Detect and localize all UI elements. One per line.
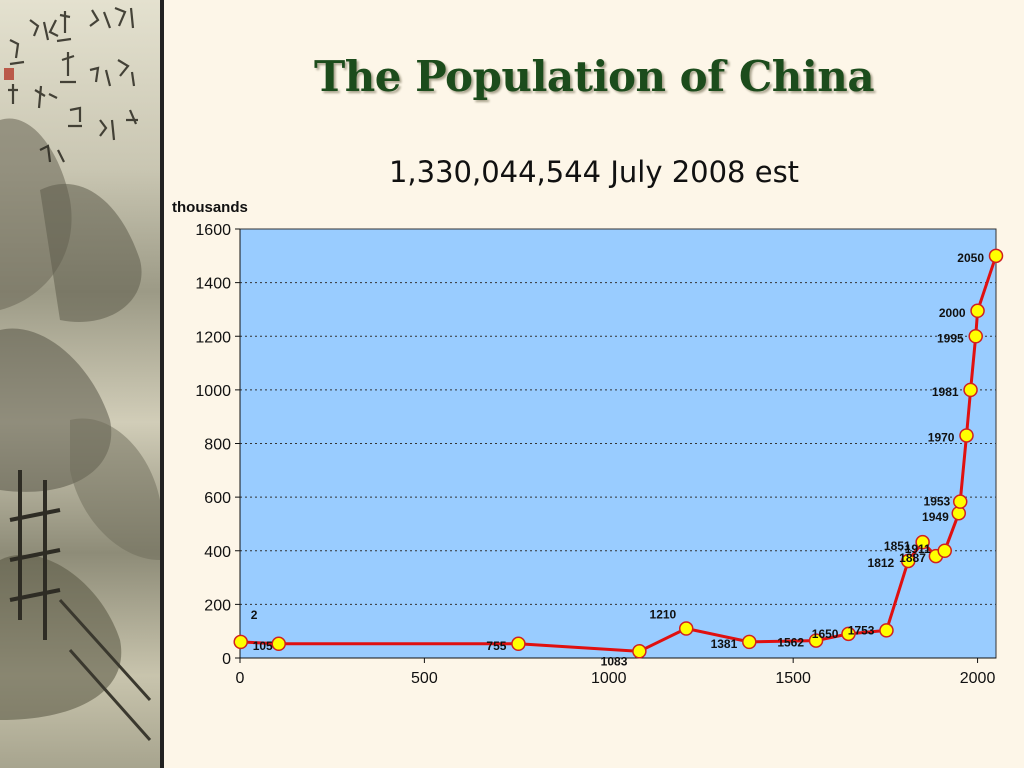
- data-point: [511, 636, 526, 652]
- data-point: [841, 626, 856, 642]
- data-label: 1851: [884, 539, 911, 553]
- data-label: 2000: [939, 306, 966, 320]
- data-label: 2: [251, 608, 258, 622]
- y-tick-label: 1200: [195, 329, 231, 346]
- painting-divider-line: [160, 0, 164, 768]
- decorative-landscape-painting: [0, 0, 160, 768]
- y-tick-label: 200: [204, 597, 231, 614]
- population-line-chart: thousands 0 200 400 600 800 1000 1200 1400 1600 0…: [172, 199, 1004, 687]
- data-label: 1911: [905, 542, 931, 556]
- y-tick-label: 600: [204, 490, 231, 507]
- data-label: 2050: [957, 251, 984, 265]
- x-tick-label: 1000: [591, 670, 627, 687]
- data-label: 105: [253, 639, 273, 653]
- data-label: 1812: [868, 556, 895, 570]
- y-tick-label: 400: [204, 544, 231, 561]
- data-label: 1210: [650, 608, 677, 622]
- data-label: 755: [486, 639, 506, 653]
- data-point: [632, 644, 647, 659]
- data-label: 1650: [812, 627, 839, 641]
- data-point: [963, 382, 978, 398]
- data-label: 1753: [848, 623, 875, 637]
- data-point: [968, 329, 983, 344]
- data-label: 1953: [924, 495, 951, 509]
- data-label: 1562: [777, 636, 804, 650]
- data-point: [879, 623, 894, 638]
- data-label: 1381: [711, 637, 738, 651]
- data-label: 1887: [899, 551, 926, 565]
- data-point: [233, 634, 248, 650]
- y-tick-label: 1400: [195, 276, 231, 293]
- data-point: [678, 621, 694, 636]
- data-point: [937, 543, 952, 558]
- x-tick-label: 0: [236, 670, 245, 687]
- data-label: 1083: [601, 654, 628, 668]
- plot-area: [239, 228, 997, 659]
- data-label: 1995: [937, 331, 964, 345]
- y-tick-label: 1000: [195, 383, 231, 400]
- x-tick-label: 2000: [960, 670, 996, 687]
- data-point: [742, 634, 757, 650]
- x-tick-label: 1500: [775, 670, 811, 687]
- slide-title: The Population of China: [313, 52, 875, 101]
- data-label: 1970: [928, 430, 955, 444]
- y-tick-label: 1600: [195, 222, 231, 239]
- data-label: 1949: [922, 510, 949, 524]
- data-point: [970, 303, 985, 319]
- ink-painting-art: [0, 6, 160, 741]
- data-point: [808, 633, 824, 648]
- data-point: [900, 553, 916, 569]
- data-point: [988, 248, 1004, 264]
- x-tick-label: 500: [411, 670, 438, 687]
- data-point: [952, 494, 968, 509]
- data-label: 1981: [932, 385, 959, 399]
- series-line: [240, 255, 998, 653]
- y-tick-label: 0: [222, 651, 231, 668]
- data-point: [959, 428, 974, 443]
- data-point: [915, 534, 930, 550]
- data-point: [271, 636, 286, 652]
- slide-subtitle: 1,330,044,544 July 2008 est: [388, 155, 800, 189]
- y-axis-label: thousands: [172, 199, 248, 216]
- y-tick-label: 800: [204, 437, 231, 454]
